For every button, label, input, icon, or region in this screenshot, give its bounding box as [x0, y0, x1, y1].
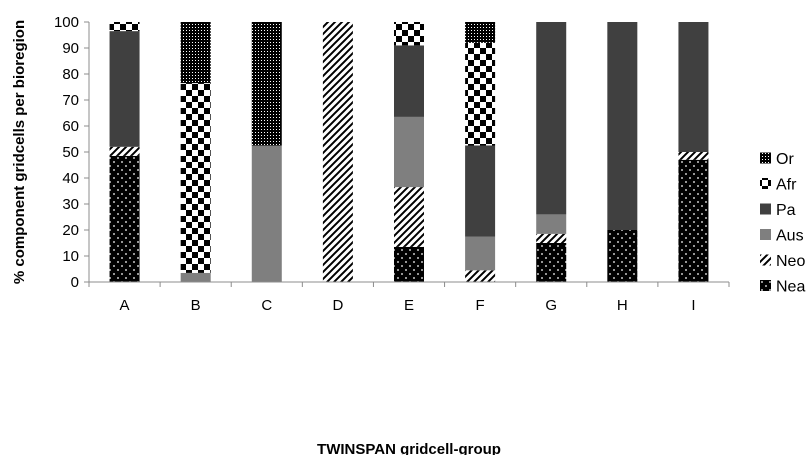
- y-tick-label: 90: [62, 40, 79, 57]
- y-tick-label: 10: [62, 248, 79, 265]
- y-tick-label: 0: [71, 274, 79, 291]
- bar-segment-pa-i: [678, 22, 709, 152]
- bar-segment-aus-c: [251, 145, 282, 282]
- legend-label-nea: Nea: [776, 279, 805, 296]
- x-tick-label: D: [332, 297, 343, 314]
- y-tick-label: 100: [54, 14, 79, 31]
- bar-segment-nea-h: [607, 230, 638, 282]
- bar-segment-aus-e: [394, 116, 424, 188]
- bar-segment-afr-e: [394, 22, 424, 46]
- bar-segment-pa-e: [394, 45, 424, 117]
- bar-segment-afr-f: [465, 42, 496, 146]
- legend-swatch-nea: [760, 280, 771, 291]
- bar-segment-neo-f: [465, 270, 496, 282]
- bar-segment-afr-b: [180, 83, 211, 273]
- bar-segment-nea-a: [109, 155, 140, 282]
- x-tick-label: C: [261, 297, 272, 314]
- x-tick-label: E: [404, 297, 414, 314]
- bar-segment-nea-e: [394, 246, 424, 282]
- x-tick-label: F: [476, 297, 485, 314]
- legend-label-afr: Afr: [776, 177, 797, 194]
- x-ticks-layer: A B C D E F G H I: [88, 282, 730, 314]
- bar-segment-neo-e: [394, 187, 424, 247]
- legend-swatch-or: [760, 152, 771, 164]
- legend-swatch-pa: [760, 203, 771, 215]
- bar-segment-neo-i: [678, 152, 709, 160]
- legend-label-pa: Pa: [776, 202, 796, 219]
- x-tick-label: B: [191, 297, 201, 314]
- x-tick-label: A: [120, 297, 130, 314]
- legend-label-or: Or: [776, 151, 794, 168]
- bar-segment-neo-a: [109, 146, 140, 156]
- legend-label-neo: Neo: [776, 253, 805, 270]
- legend-label-aus: Aus: [776, 228, 804, 245]
- y-tick-label: 70: [62, 92, 79, 109]
- y-tick-label: 50: [62, 144, 79, 161]
- bar-segment-pa-h: [607, 22, 638, 230]
- y-ticks-layer: 0 10 20 30 40 50 60 70 80 90 100: [54, 14, 89, 291]
- bar-segment-pa-g: [536, 22, 567, 215]
- bar-segment-nea-i: [678, 159, 709, 282]
- bar-segment-neo-g: [536, 233, 567, 243]
- legend-swatch-afr: [760, 178, 771, 189]
- y-tick-label: 30: [62, 196, 79, 213]
- bar-segment-aus-f: [465, 236, 496, 271]
- y-axis-title: % component gridcells per bioregion: [11, 20, 28, 284]
- x-tick-label: H: [617, 297, 628, 314]
- bar-segment-or-f: [465, 22, 496, 43]
- y-tick-label: 20: [62, 222, 79, 239]
- bar-segment-pa-a: [109, 31, 140, 147]
- bar-segment-nea-g: [536, 243, 567, 282]
- y-tick-label: 40: [62, 170, 79, 187]
- bar-segment-pa-f: [465, 145, 496, 237]
- y-tick-label: 80: [62, 66, 79, 83]
- bar-segment-aus-g: [536, 214, 567, 234]
- bar-segment-aus-b: [180, 272, 211, 282]
- bar-segment-afr-a: [109, 22, 140, 32]
- bars-layer: [109, 22, 709, 282]
- legend-swatch-aus: [760, 229, 771, 240]
- bar-segment-neo-d: [322, 22, 353, 282]
- legend-swatch-neo: [760, 254, 771, 266]
- x-axis-title: TWINSPAN gridcell-group: [317, 441, 501, 455]
- y-tick-label: 60: [62, 118, 79, 135]
- x-tick-label: I: [691, 297, 695, 314]
- bar-segment-or-c: [251, 22, 282, 146]
- legend: Or Afr Pa Aus Neo Nea: [760, 151, 805, 296]
- bar-segment-or-b: [180, 22, 211, 84]
- x-tick-label: G: [545, 297, 557, 314]
